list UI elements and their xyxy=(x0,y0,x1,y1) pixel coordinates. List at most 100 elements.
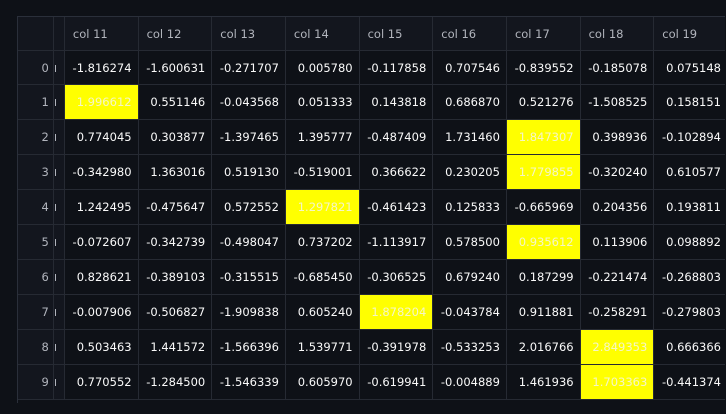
data-cell[interactable]: 0.686870 xyxy=(432,84,507,120)
data-cell[interactable]: 0.398936 xyxy=(580,119,655,155)
highlighted-max-cell[interactable]: 1.847307 xyxy=(506,119,581,155)
data-cell[interactable]: -0.519001 xyxy=(285,154,360,190)
column-header[interactable]: col 17 xyxy=(506,17,581,51)
data-cell[interactable]: 0.158151 xyxy=(653,84,725,120)
column-header[interactable]: col 18 xyxy=(580,17,655,51)
table-row[interactable]: 7 -0.007906 -0.506827 -1.909838 0.605240 1.87… xyxy=(18,294,725,330)
data-cell[interactable]: -1.600631 xyxy=(138,50,213,85)
data-cell[interactable]: 0.230205 xyxy=(432,154,507,190)
data-cell[interactable]: 0.098892 xyxy=(653,224,725,260)
data-cell[interactable]: 0.187299 xyxy=(506,259,581,295)
data-cell[interactable]: -0.072607 xyxy=(64,224,139,260)
column-header[interactable]: col 14 xyxy=(285,17,360,51)
data-cell[interactable]: 0.737202 xyxy=(285,224,360,260)
highlighted-max-cell[interactable]: 1.779855 xyxy=(506,154,581,190)
data-cell[interactable]: -0.185078 xyxy=(580,50,655,85)
data-cell[interactable]: -0.007906 xyxy=(64,294,139,330)
table-row[interactable]: 6 0.828621 -0.389103 -0.315515 -0.685450 -0.3… xyxy=(18,259,725,295)
data-cell[interactable]: 0.551146 xyxy=(138,84,213,120)
highlighted-max-cell[interactable]: 2.849353 xyxy=(580,329,655,365)
data-cell[interactable]: -1.816274 xyxy=(64,50,139,85)
data-cell[interactable]: 0.193811 xyxy=(653,189,725,225)
data-cell[interactable]: 0.679240 xyxy=(432,259,507,295)
data-cell[interactable]: 0.113906 xyxy=(580,224,655,260)
data-cell[interactable]: -0.117858 xyxy=(359,50,434,85)
data-cell[interactable]: 0.075148 xyxy=(653,50,725,85)
column-header[interactable]: col 19 xyxy=(653,17,725,51)
data-cell[interactable]: -1.397465 xyxy=(211,119,286,155)
truncated-column-cell[interactable] xyxy=(53,119,65,155)
data-cell[interactable]: -0.221474 xyxy=(580,259,655,295)
truncated-column-cell[interactable] xyxy=(53,50,65,85)
data-cell[interactable]: 0.578500 xyxy=(432,224,507,260)
data-cell[interactable]: 1.242495 xyxy=(64,189,139,225)
column-header[interactable]: col 16 xyxy=(432,17,507,51)
index-column-header[interactable] xyxy=(18,17,54,51)
highlighted-max-cell[interactable]: 0.935612 xyxy=(506,224,581,260)
table-row[interactable]: 3 -0.342980 1.363016 0.519130 -0.519001 0.366… xyxy=(18,154,725,190)
truncated-column-cell[interactable] xyxy=(53,189,65,225)
data-cell[interactable]: -0.665969 xyxy=(506,189,581,225)
data-cell[interactable]: -0.342980 xyxy=(64,154,139,190)
data-cell[interactable]: -0.320240 xyxy=(580,154,655,190)
data-cell[interactable]: 1.363016 xyxy=(138,154,213,190)
data-cell[interactable]: -0.487409 xyxy=(359,119,434,155)
data-cell[interactable]: 0.666366 xyxy=(653,329,725,365)
data-cell[interactable]: 0.366622 xyxy=(359,154,434,190)
data-cell[interactable]: -0.619941 xyxy=(359,364,434,400)
data-cell[interactable]: -1.113917 xyxy=(359,224,434,260)
data-cell[interactable]: -1.508525 xyxy=(580,84,655,120)
data-cell[interactable]: 1.395777 xyxy=(285,119,360,155)
hidden-column-header[interactable] xyxy=(53,17,65,51)
data-cell[interactable]: -1.566396 xyxy=(211,329,286,365)
data-cell[interactable]: -1.909838 xyxy=(211,294,286,330)
data-cell[interactable]: -0.271707 xyxy=(211,50,286,85)
data-cell[interactable]: -0.043568 xyxy=(211,84,286,120)
column-header[interactable]: col 15 xyxy=(359,17,434,51)
data-cell[interactable]: -0.441374 xyxy=(653,364,725,400)
data-cell[interactable]: 0.828621 xyxy=(64,259,139,295)
data-cell[interactable]: 0.610577 xyxy=(653,154,725,190)
data-cell[interactable]: -0.306525 xyxy=(359,259,434,295)
data-cell[interactable]: 2.016766 xyxy=(506,329,581,365)
data-cell[interactable]: 0.605970 xyxy=(285,364,360,400)
data-cell[interactable]: -0.461423 xyxy=(359,189,434,225)
highlighted-max-cell[interactable]: 1.297821 xyxy=(285,189,360,225)
data-cell[interactable]: 0.204356 xyxy=(580,189,655,225)
column-header[interactable]: col 12 xyxy=(138,17,213,51)
data-cell[interactable]: -0.506827 xyxy=(138,294,213,330)
data-cell[interactable]: 0.503463 xyxy=(64,329,139,365)
column-header[interactable]: col 13 xyxy=(211,17,286,51)
truncated-column-cell[interactable] xyxy=(53,224,65,260)
data-cell[interactable]: 0.303877 xyxy=(138,119,213,155)
data-cell[interactable]: -0.268803 xyxy=(653,259,725,295)
data-cell[interactable]: 0.143818 xyxy=(359,84,434,120)
highlighted-max-cell[interactable]: 1.878204 xyxy=(359,294,434,330)
data-cell[interactable]: -1.284500 xyxy=(138,364,213,400)
table-row[interactable]: 8 0.503463 1.441572 -1.566396 1.539771 -0.391… xyxy=(18,329,725,365)
data-cell[interactable]: -0.498047 xyxy=(211,224,286,260)
data-cell[interactable]: -0.391978 xyxy=(359,329,434,365)
data-cell[interactable]: 1.539771 xyxy=(285,329,360,365)
table-row[interactable]: 5 -0.072607 -0.342739 -0.498047 0.737202 -1.1… xyxy=(18,224,725,260)
data-cell[interactable]: -0.533253 xyxy=(432,329,507,365)
data-cell[interactable]: 0.572552 xyxy=(211,189,286,225)
data-cell[interactable]: 0.005780 xyxy=(285,50,360,85)
data-cell[interactable]: 1.461936 xyxy=(506,364,581,400)
truncated-column-cell[interactable] xyxy=(53,154,65,190)
column-header[interactable]: col 11 xyxy=(64,17,139,51)
data-cell[interactable]: 0.519130 xyxy=(211,154,286,190)
table-row[interactable]: 9 0.770552 -1.284500 -1.546339 0.605970 -0.61… xyxy=(18,364,725,400)
data-cell[interactable]: 0.125833 xyxy=(432,189,507,225)
table-row[interactable]: 2 0.774045 0.303877 -1.397465 1.395777 -0.487… xyxy=(18,119,725,155)
truncated-column-cell[interactable] xyxy=(53,329,65,365)
data-cell[interactable]: 1.731460 xyxy=(432,119,507,155)
data-cell[interactable]: 0.605240 xyxy=(285,294,360,330)
truncated-column-cell[interactable] xyxy=(53,294,65,330)
data-cell[interactable]: -0.685450 xyxy=(285,259,360,295)
truncated-column-cell[interactable] xyxy=(53,84,65,120)
table-row[interactable]: 0 -1.816274 -1.600631 -0.271707 0.005780 -0.1… xyxy=(18,50,725,85)
data-cell[interactable]: 1.441572 xyxy=(138,329,213,365)
data-cell[interactable]: -0.839552 xyxy=(506,50,581,85)
truncated-column-cell[interactable] xyxy=(53,364,65,400)
